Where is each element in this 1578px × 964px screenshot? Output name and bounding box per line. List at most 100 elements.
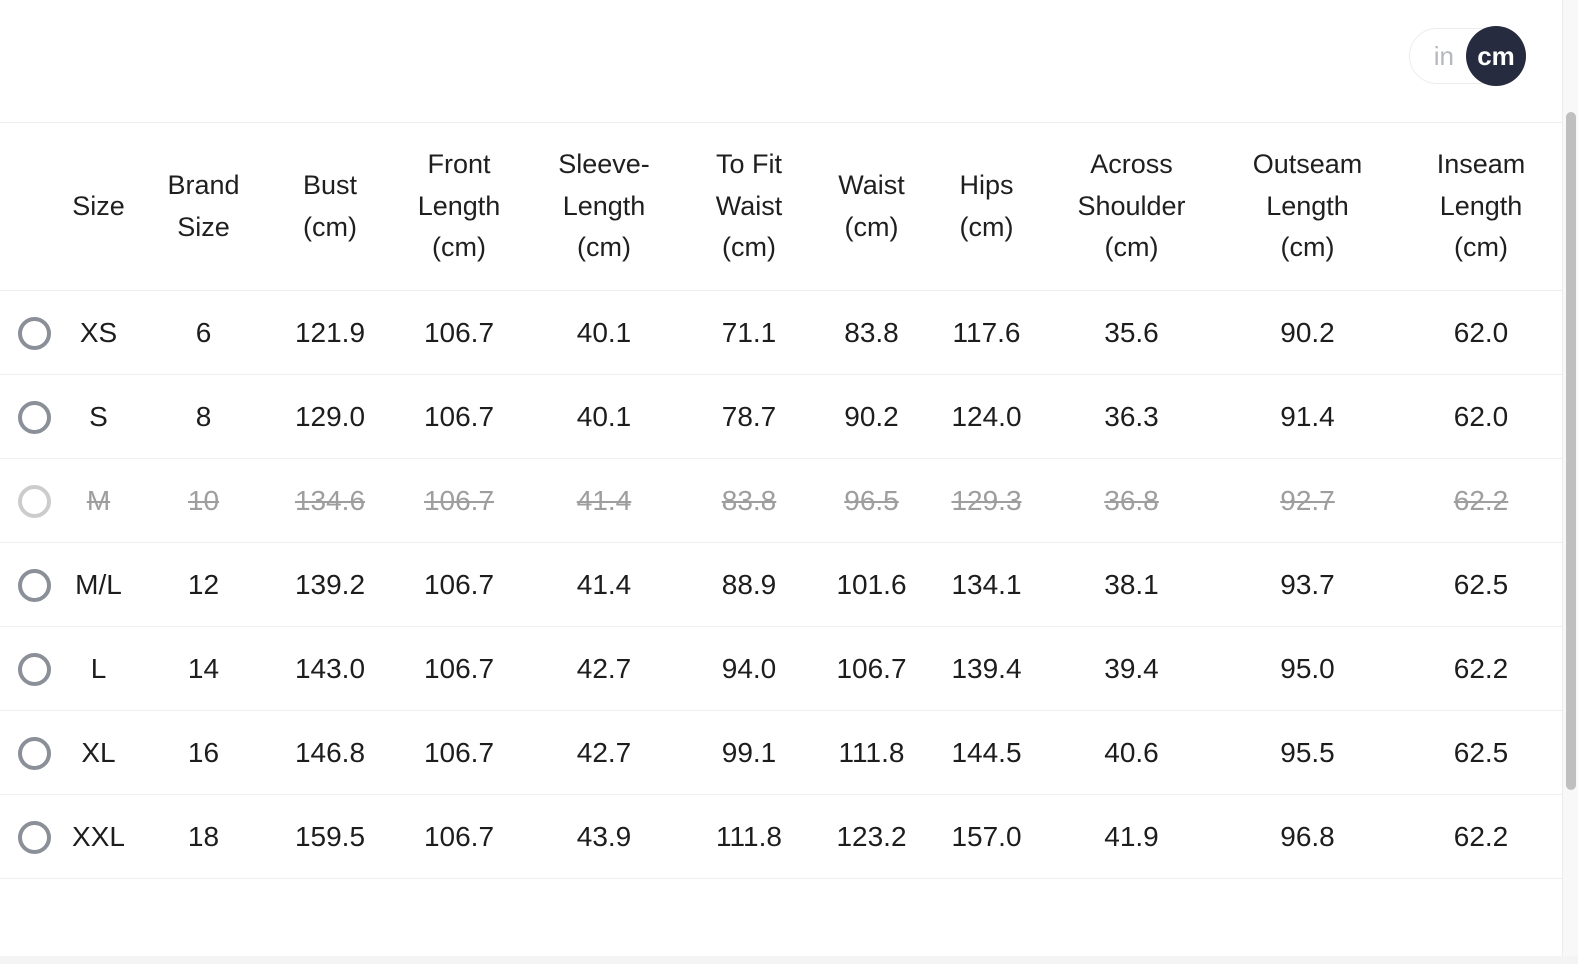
size-radio[interactable] [18, 652, 51, 686]
cell-hips: 157.0 [951, 820, 1022, 852]
radio-cell [0, 795, 60, 879]
cell-sleeve-length: 41.4 [576, 484, 632, 516]
col-header-front-length: Front Length (cm) [417, 148, 501, 263]
cell-inseam-length: 62.0 [1453, 400, 1509, 432]
cell-front-length: 106.7 [423, 484, 495, 516]
cell-to-fit-waist: 99.1 [721, 736, 777, 768]
cell-outseam-length: 95.0 [1280, 652, 1335, 684]
cell-outseam-length: 95.5 [1280, 736, 1335, 768]
cell-to-fit-waist: 83.8 [721, 484, 777, 516]
cell-brand-size: 16 [187, 736, 220, 768]
cell-to-fit-waist: 71.1 [721, 316, 777, 348]
topbar: in cm [0, 0, 1578, 122]
cell-across-shoulder: 35.6 [1104, 316, 1159, 348]
cell-inseam-length: 62.5 [1453, 736, 1509, 768]
size-row-m: M 10 134.6 106.7 41.4 83.8 96.5 129.3 36.8 92.7 62… [0, 459, 1562, 543]
cell-waist: 123.2 [836, 820, 907, 852]
cell-inseam-length: 62.0 [1453, 316, 1509, 348]
cell-to-fit-waist: 111.8 [716, 820, 782, 852]
cell-across-shoulder: 36.8 [1104, 484, 1159, 516]
unit-option-in[interactable]: in [1433, 41, 1454, 71]
cell-hips: 139.4 [951, 652, 1022, 684]
horizontal-scrollbar[interactable] [0, 956, 1578, 964]
radio-cell [0, 543, 60, 627]
col-header-across-shoulder: Across Shoulder (cm) [1077, 148, 1186, 263]
size-label: M/L [75, 568, 122, 600]
col-header-size: Size [72, 190, 125, 221]
col-header-radio [0, 123, 60, 291]
cell-brand-size: 6 [195, 316, 212, 348]
cell-waist: 111.8 [838, 736, 905, 768]
cell-waist: 90.2 [844, 400, 899, 432]
cell-sleeve-length: 40.1 [576, 400, 632, 432]
size-label: S [89, 400, 108, 432]
cell-brand-size: 18 [187, 820, 220, 852]
cell-outseam-length: 96.8 [1280, 820, 1335, 852]
cell-across-shoulder: 40.6 [1104, 736, 1159, 768]
cell-inseam-length: 62.5 [1453, 568, 1509, 600]
size-row-m-l: M/L 12 139.2 106.7 41.4 88.9 101.6 134.1 38.1 93.… [0, 543, 1562, 627]
col-header-outseam-length: Outseam Length (cm) [1252, 148, 1363, 263]
size-label: M [86, 484, 111, 516]
cell-waist: 101.6 [836, 568, 907, 600]
size-radio[interactable] [18, 736, 51, 770]
cell-hips: 124.0 [951, 400, 1022, 432]
size-label: XXL [72, 820, 125, 852]
size-radio[interactable] [18, 820, 51, 854]
vertical-scrollbar-thumb[interactable] [1566, 112, 1576, 790]
col-header-inseam-length: Inseam Length (cm) [1436, 148, 1526, 263]
col-header-waist: Waist (cm) [838, 169, 905, 242]
cell-brand-size: 10 [187, 484, 220, 516]
size-row-xs: XS 6 121.9 106.7 40.1 71.1 83.8 117.6 35.6 90.2 62… [0, 291, 1562, 375]
cell-inseam-length: 62.2 [1453, 484, 1509, 516]
cell-brand-size: 14 [187, 652, 220, 684]
unit-option-cm[interactable]: cm [1466, 26, 1526, 86]
cell-sleeve-length: 43.9 [576, 820, 632, 852]
cell-front-length: 106.7 [423, 400, 495, 432]
cell-brand-size: 8 [195, 400, 212, 432]
cell-front-length: 106.7 [423, 652, 495, 684]
col-header-hips: Hips (cm) [959, 169, 1014, 242]
size-label: XS [79, 316, 118, 348]
cell-sleeve-length: 40.1 [576, 316, 632, 348]
radio-cell [0, 627, 60, 711]
cell-bust: 134.6 [294, 484, 366, 516]
cell-bust: 139.2 [294, 568, 366, 600]
cell-front-length: 106.7 [423, 568, 495, 600]
cell-across-shoulder: 41.9 [1104, 820, 1159, 852]
empty-row [0, 879, 1562, 957]
cell-front-length: 106.7 [423, 736, 495, 768]
cell-sleeve-length: 41.4 [576, 568, 632, 600]
cell-bust: 159.5 [294, 820, 366, 852]
cell-to-fit-waist: 88.9 [721, 568, 777, 600]
radio-cell [0, 375, 60, 459]
col-header-to-fit-waist: To Fit Waist (cm) [715, 148, 783, 263]
col-header-bust: Bust (cm) [302, 169, 358, 242]
cell-front-length: 106.7 [423, 820, 495, 852]
cell-inseam-length: 62.2 [1453, 652, 1509, 684]
cell-inseam-length: 62.2 [1453, 820, 1509, 852]
cell-bust: 143.0 [294, 652, 366, 684]
size-radio[interactable] [18, 316, 51, 350]
size-radio[interactable] [18, 568, 51, 602]
cell-across-shoulder: 36.3 [1104, 400, 1159, 432]
cell-brand-size: 12 [187, 568, 220, 600]
cell-hips: 134.1 [951, 568, 1022, 600]
cell-sleeve-length: 42.7 [576, 652, 632, 684]
size-radio[interactable] [18, 400, 51, 434]
size-row-l: L 14 143.0 106.7 42.7 94.0 106.7 139.4 39.4 95.0 6… [0, 627, 1562, 711]
radio-cell [0, 711, 60, 795]
size-chart-table-container: Size Brand Size Bust (cm) Front Length (cm) Slee… [0, 122, 1562, 957]
cell-waist: 83.8 [844, 316, 899, 348]
cell-sleeve-length: 42.7 [576, 736, 632, 768]
col-header-brand-size: Brand Size [167, 169, 240, 242]
cell-hips: 129.3 [951, 484, 1022, 516]
vertical-scrollbar[interactable] [1562, 0, 1578, 956]
cell-outseam-length: 93.7 [1280, 568, 1335, 600]
size-row-xxl: XXL 18 159.5 106.7 43.9 111.8 123.2 157.0 41.9 96… [0, 795, 1562, 879]
cell-across-shoulder: 39.4 [1104, 652, 1159, 684]
cell-hips: 117.6 [952, 316, 1021, 348]
size-chart-table: Size Brand Size Bust (cm) Front Length (cm) Slee… [0, 122, 1562, 957]
header-row: Size Brand Size Bust (cm) Front Length (cm) Slee… [0, 123, 1562, 291]
